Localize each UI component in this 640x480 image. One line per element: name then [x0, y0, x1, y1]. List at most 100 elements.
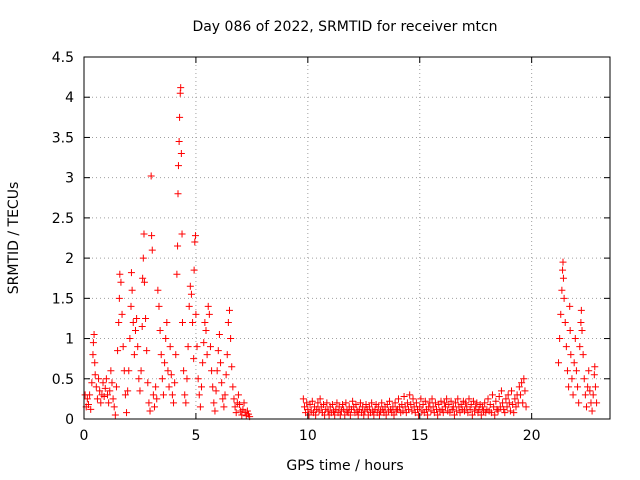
- data-point: [115, 294, 123, 302]
- data-point: [165, 383, 173, 391]
- data-point: [96, 387, 104, 395]
- data-point: [303, 399, 311, 407]
- data-point: [593, 399, 601, 407]
- data-point: [144, 379, 152, 387]
- data-point: [152, 383, 160, 391]
- data-point: [189, 318, 197, 326]
- data-point: [131, 327, 139, 335]
- data-point: [572, 367, 580, 375]
- data-point: [342, 399, 350, 407]
- data-point: [229, 383, 237, 391]
- data-point: [562, 343, 570, 351]
- data-point: [151, 403, 159, 411]
- data-point: [588, 407, 596, 415]
- data-point: [299, 395, 307, 403]
- data-point: [133, 314, 141, 322]
- data-point: [469, 397, 477, 405]
- x-axis-label: GPS time / hours: [286, 458, 403, 474]
- data-point: [140, 278, 148, 286]
- data-point: [315, 407, 323, 415]
- data-point: [90, 331, 98, 339]
- data-point: [378, 399, 386, 407]
- data-point: [190, 355, 198, 363]
- data-point: [222, 371, 230, 379]
- data-point: [563, 367, 571, 375]
- data-point: [591, 383, 599, 391]
- plot-frame: [83, 56, 611, 420]
- data-point: [559, 258, 567, 266]
- data-point: [556, 335, 564, 343]
- data-point: [204, 302, 212, 310]
- data-point: [148, 232, 156, 240]
- chart-title: Day 086 of 2022, SRMTID for receiver mtc…: [192, 19, 497, 35]
- data-point: [304, 405, 312, 413]
- data-point: [328, 401, 336, 409]
- data-point: [125, 367, 133, 375]
- data-point: [236, 401, 244, 409]
- data-point: [231, 403, 239, 411]
- data-point: [191, 232, 199, 240]
- data-point: [153, 395, 161, 403]
- data-point: [574, 383, 582, 391]
- data-point: [466, 405, 474, 413]
- data-point: [174, 190, 182, 198]
- data-point: [157, 351, 165, 359]
- data-point: [178, 318, 186, 326]
- data-point: [501, 409, 509, 417]
- data-point: [200, 339, 208, 347]
- data-point: [308, 397, 316, 405]
- data-point: [497, 387, 505, 395]
- y-tick-label: 2.5: [52, 211, 74, 227]
- data-point: [154, 286, 162, 294]
- data-point: [443, 395, 451, 403]
- y-tick-label: 1: [65, 332, 74, 348]
- data-point: [368, 399, 376, 407]
- data-point: [408, 407, 416, 415]
- data-point: [112, 383, 120, 391]
- data-point: [502, 395, 510, 403]
- data-point: [87, 405, 95, 413]
- data-point: [140, 230, 148, 238]
- data-point: [452, 399, 460, 407]
- data-point: [232, 409, 240, 417]
- data-point: [569, 391, 577, 399]
- data-point: [217, 359, 225, 367]
- data-point: [93, 395, 101, 403]
- data-point: [234, 391, 242, 399]
- data-point: [191, 238, 199, 246]
- data-point: [88, 379, 96, 387]
- data-point: [114, 347, 122, 355]
- data-point: [123, 409, 131, 417]
- data-point: [382, 411, 390, 419]
- data-point: [95, 375, 103, 383]
- data-point: [149, 391, 157, 399]
- data-point: [116, 270, 124, 278]
- data-point: [168, 391, 176, 399]
- data-point: [518, 379, 526, 387]
- data-point: [437, 397, 445, 405]
- data-point: [365, 403, 373, 411]
- data-point: [471, 407, 479, 415]
- data-point: [109, 395, 117, 403]
- data-point: [240, 399, 248, 407]
- data-point: [176, 113, 184, 121]
- y-tick-label: 2: [65, 251, 74, 267]
- data-point: [424, 411, 432, 419]
- data-point: [178, 230, 186, 238]
- data-point: [83, 395, 91, 403]
- data-point: [210, 399, 218, 407]
- data-point: [128, 286, 136, 294]
- data-point: [557, 310, 565, 318]
- data-point: [156, 327, 164, 335]
- data-point: [190, 266, 198, 274]
- data-point: [181, 391, 189, 399]
- data-point: [99, 379, 107, 387]
- data-point: [163, 318, 171, 326]
- data-point: [184, 343, 192, 351]
- data-point: [484, 395, 492, 403]
- data-point: [580, 375, 588, 383]
- data-point: [409, 395, 417, 403]
- data-point: [559, 274, 567, 282]
- data-point: [511, 395, 519, 403]
